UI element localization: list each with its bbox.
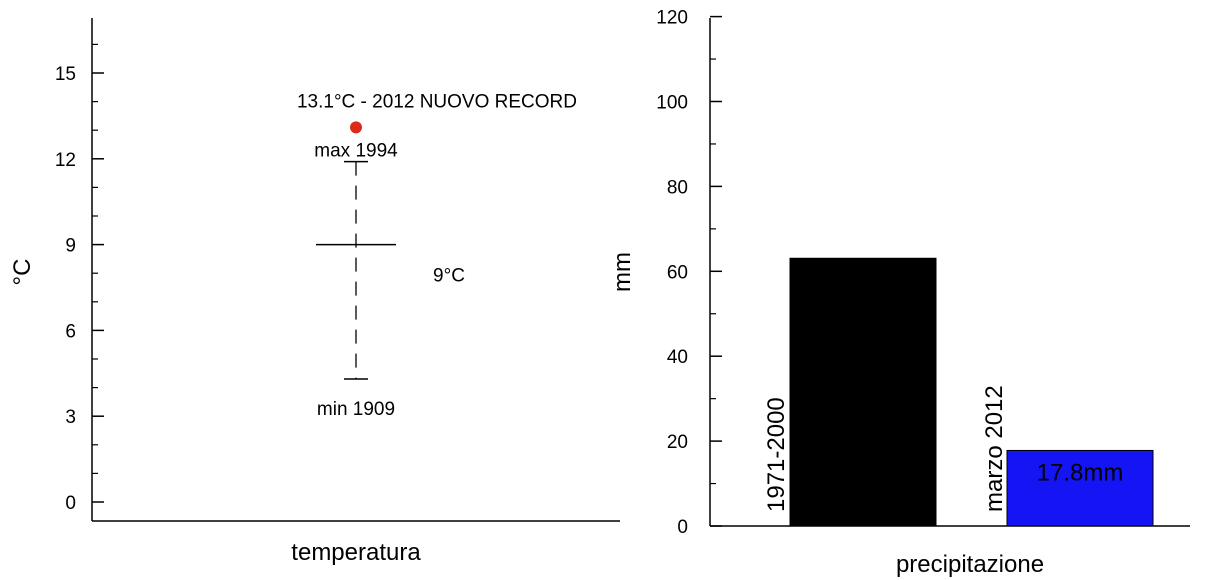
precipitation-bars: 63.07mm 1971-2000 17.8mm marzo 2012 bbox=[763, 257, 1154, 527]
precipitation-panel: 0 20 40 60 80 100 120 63.07mm 1971-2000 17.8mm ma… bbox=[609, 8, 1190, 578]
precipitation-tick-label: 20 bbox=[667, 432, 688, 453]
min-label: min 1909 bbox=[317, 399, 395, 420]
precipitation-x-label: precipitazione bbox=[896, 551, 1044, 578]
precipitation-bar bbox=[1006, 449, 1154, 527]
temperature-tick-label: 9 bbox=[65, 236, 76, 257]
precipitation-y-ticks: 0 20 40 60 80 100 120 bbox=[656, 8, 722, 538]
bar-category-label: 1971-2000 bbox=[763, 397, 790, 512]
max-label: max 1994 bbox=[314, 141, 398, 162]
record-label: 13.1°C - 2012 NUOVO RECORD bbox=[297, 91, 577, 112]
precipitation-tick-label: 60 bbox=[667, 262, 688, 283]
record-point bbox=[350, 121, 362, 134]
precipitation-tick-label: 80 bbox=[667, 177, 688, 198]
precipitation-tick-label: 0 bbox=[677, 517, 688, 538]
temperature-tick-label: 12 bbox=[55, 150, 76, 171]
precipitation-tick-label: 120 bbox=[656, 8, 688, 29]
precipitation-y-label: mm bbox=[609, 252, 636, 292]
bar-value-label: 17.8mm bbox=[1037, 459, 1124, 486]
temperature-tick-label: 6 bbox=[65, 321, 76, 342]
bar-category-label: marzo 2012 bbox=[981, 385, 1008, 512]
bar-value-label: 63.07mm bbox=[813, 267, 913, 294]
mean-label: 9°C bbox=[433, 266, 465, 287]
temperature-tick-label: 0 bbox=[65, 493, 76, 514]
temperature-panel: 0 3 6 9 12 15 temperatura °C 13.1°C - 2012 NU… bbox=[9, 18, 620, 566]
temperature-y-label: °C bbox=[9, 259, 36, 286]
precipitation-tick-label: 100 bbox=[656, 93, 688, 114]
temperature-tick-label: 3 bbox=[65, 407, 76, 428]
precipitation-bar bbox=[789, 257, 937, 527]
temperature-y-ticks: 0 3 6 9 12 15 bbox=[55, 43, 104, 514]
precipitation-tick-label: 40 bbox=[667, 347, 688, 368]
temperature-tick-label: 15 bbox=[55, 64, 76, 85]
temperature-x-label: temperatura bbox=[291, 539, 421, 566]
